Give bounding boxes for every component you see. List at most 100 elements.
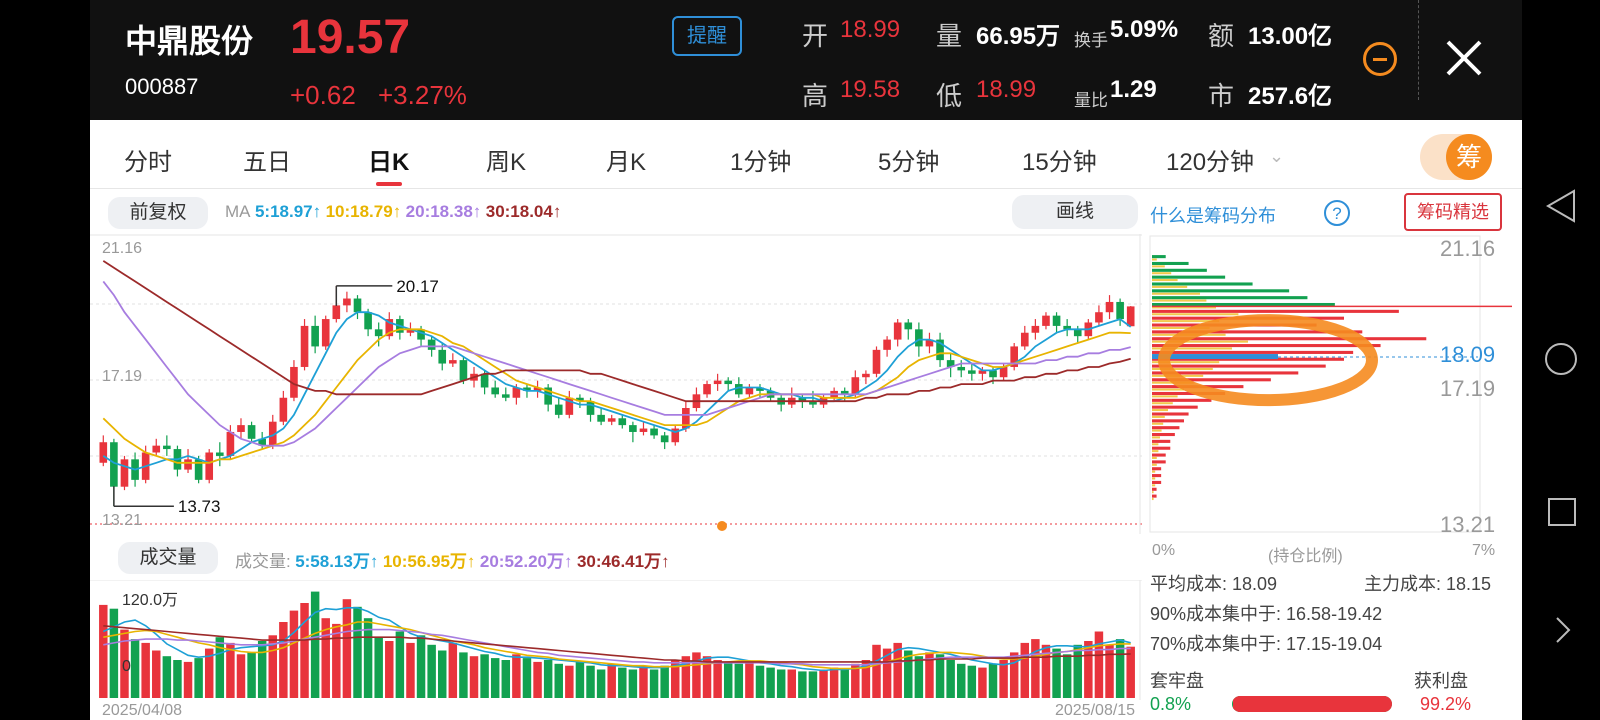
candle: [215, 442, 224, 467]
volume-bar: [935, 654, 945, 698]
tab-4[interactable]: 月K: [606, 149, 647, 176]
candle-body: [406, 329, 415, 333]
quote-header: 中鼎股份 000887 19.57 +0.62 +3.27% 提醒 开 18.9…: [90, 0, 1522, 120]
stock-code: 000887: [125, 74, 199, 99]
candle-body: [883, 339, 891, 350]
ma10-line: [102, 328, 1131, 464]
volume-bar: [363, 618, 373, 698]
candle: [290, 360, 298, 402]
candle: [449, 353, 457, 367]
candle: [374, 322, 383, 347]
volume-bar: [321, 618, 330, 698]
volume-indicator-button[interactable]: 成交量: [118, 542, 218, 574]
tab-6[interactable]: 5分钟: [878, 149, 940, 176]
volume-bar: [512, 654, 521, 698]
chip-pct-label: (持仓比例): [1268, 548, 1343, 565]
volume-bar: [904, 650, 913, 698]
volume-bar: [745, 661, 754, 698]
tab-5[interactable]: 1分钟: [730, 149, 792, 176]
nav-expand-icon[interactable]: [1554, 615, 1572, 650]
candle: [904, 319, 913, 340]
chevron-down-icon[interactable]: ⌄: [1269, 146, 1285, 166]
volume-bar: [872, 644, 881, 698]
volume-bar: [342, 599, 352, 698]
tab-3[interactable]: 周K: [486, 149, 527, 176]
volume-bar: [226, 642, 235, 698]
remind-button[interactable]: 提醒: [672, 16, 742, 56]
chip-bar-yellow: [1152, 456, 1157, 459]
draw-line-button[interactable]: 画线: [1012, 195, 1138, 229]
chip-select-button[interactable]: 筹码精选: [1404, 193, 1502, 231]
tab-8[interactable]: 120分钟: [1166, 149, 1255, 176]
chip-bar: [1152, 412, 1189, 416]
chip-toggle[interactable]: 筹: [1420, 134, 1492, 180]
volume-bar: [279, 622, 288, 698]
close-icon[interactable]: [1442, 36, 1486, 80]
vol-ma5: 5:58.13万↑: [295, 552, 379, 571]
chip-bar: [1152, 426, 1180, 430]
volume-bar: [596, 669, 606, 698]
help-icon[interactable]: ?: [1324, 200, 1350, 226]
candle-body: [438, 349, 447, 364]
chip-bar-yellow: [1152, 415, 1165, 418]
nav-back-icon[interactable]: [1544, 188, 1578, 229]
volume-bar: [1126, 646, 1135, 698]
candlestick-chart[interactable]: 20.17 13.73: [90, 234, 1142, 534]
candle-body: [459, 360, 468, 381]
tab-1[interactable]: 五日: [243, 149, 291, 176]
candle-body: [163, 445, 171, 450]
volume-bar: [427, 644, 436, 698]
tab-2[interactable]: 日K: [368, 149, 410, 176]
chip-bar: [1152, 344, 1381, 348]
volume-bar: [1062, 654, 1072, 698]
chip-toggle-knob: 筹: [1446, 134, 1492, 180]
chip-bar: [1152, 357, 1344, 361]
tab-0[interactable]: 分时: [124, 149, 172, 176]
volume-chart[interactable]: [90, 580, 1142, 700]
nav-recents-icon[interactable]: [1548, 498, 1576, 526]
candle-body: [523, 387, 531, 391]
candle-body: [565, 397, 574, 415]
volume-bar: [459, 652, 468, 698]
chip-bar-yellow: [1152, 450, 1159, 453]
price-axis-bottom: 13.21: [102, 512, 143, 529]
volume-bar: [861, 660, 871, 698]
volume-bar: [236, 654, 246, 698]
candle-body: [533, 387, 542, 391]
candle-body: [501, 394, 510, 398]
volume-bar: [1031, 639, 1040, 698]
volume-bar: [639, 665, 648, 698]
trapped-label: 套牢盘: [1150, 671, 1204, 691]
chip-bar-yellow: [1152, 313, 1239, 316]
candle-body: [1063, 325, 1071, 330]
candle-body: [925, 339, 934, 347]
nav-home-icon[interactable]: [1545, 343, 1577, 375]
volume-bar: [723, 661, 733, 698]
volume-bar: [257, 641, 267, 698]
candle: [597, 408, 605, 426]
tab-7[interactable]: 15分钟: [1022, 149, 1097, 176]
candle-body: [1116, 301, 1124, 320]
candle-body: [364, 312, 372, 330]
adjust-button[interactable]: 前复权: [108, 197, 208, 229]
candle: [226, 425, 235, 460]
volume-bar: [204, 648, 214, 698]
chip-distribution-chart[interactable]: [1148, 234, 1512, 534]
candle: [1095, 305, 1103, 326]
volume-bar: [395, 631, 405, 698]
chip-bar: [1152, 391, 1226, 396]
volume-bar: [851, 663, 860, 698]
chip-bar-yellow: [1152, 436, 1160, 439]
collapse-icon[interactable]: [1363, 42, 1397, 76]
date-end: 2025/08/15: [1055, 702, 1136, 719]
candle: [501, 387, 510, 402]
candle-body: [660, 435, 669, 443]
volume-bar: [660, 665, 669, 698]
chip-help-link[interactable]: 什么是筹码分布: [1150, 206, 1276, 226]
candle: [163, 435, 171, 456]
candle-body: [618, 418, 627, 426]
candle-body: [682, 408, 690, 429]
chip-bar: [1152, 261, 1189, 266]
date-start: 2025/04/08: [102, 702, 183, 719]
